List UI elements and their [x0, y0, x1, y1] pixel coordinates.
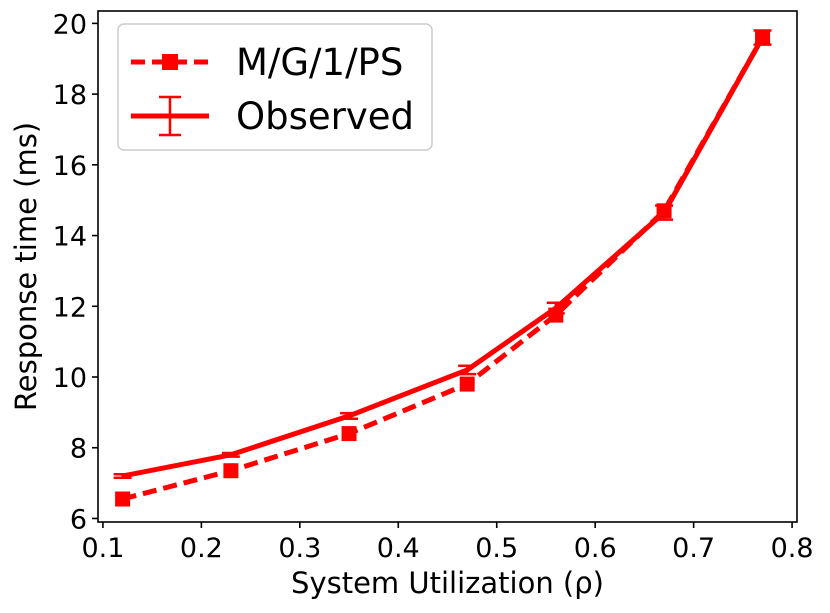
y-tick-label: 18 — [53, 80, 87, 111]
x-tick-label: 0.4 — [377, 533, 420, 564]
x-tick-label: 0.7 — [672, 533, 715, 564]
x-tick-label: 0.3 — [278, 533, 321, 564]
observed-errorbar — [113, 473, 132, 480]
mg1ps-point — [115, 491, 131, 507]
legend-entry-observed: Observed — [131, 95, 414, 138]
mg1ps-point — [459, 376, 475, 392]
x-tick-label: 0.5 — [475, 533, 518, 564]
y-tick-label: 12 — [53, 292, 87, 323]
y-tick-label: 16 — [53, 151, 87, 182]
series-layer — [113, 29, 772, 507]
mg1ps-point — [656, 203, 672, 219]
observed-errorbar — [221, 451, 240, 458]
x-tick-label: 0.2 — [180, 533, 223, 564]
mg1ps-point — [341, 426, 357, 442]
legend-entry-mg1ps: M/G/1/PS — [131, 41, 403, 84]
mg1ps-point — [755, 30, 771, 46]
y-tick-label: 10 — [53, 363, 87, 394]
mg1ps-point — [548, 307, 564, 323]
y-tick-label: 20 — [53, 9, 87, 40]
legend: M/G/1/PS Observed — [117, 23, 433, 151]
observed-errorbar — [458, 364, 477, 376]
x-tick-label: 0.8 — [771, 533, 814, 564]
plot-frame — [97, 10, 798, 523]
x-tick-label: 0.1 — [81, 533, 124, 564]
x-axis-label: System Utilization (ρ) — [291, 566, 604, 600]
mg1ps-point — [223, 463, 239, 479]
axes-layer: 0.1 0.2 0.3 0.4 0.5 0.6 0.7 0.8 6 8 10 12 14 16 18 20 Sy… — [9, 9, 814, 600]
legend-marker-square — [162, 54, 178, 70]
y-tick-label: 14 — [53, 222, 87, 253]
legend-label: Observed — [236, 95, 414, 138]
x-tick-label: 0.6 — [574, 533, 617, 564]
y-axis-label: Response time (ms) — [9, 122, 43, 411]
legend-label: M/G/1/PS — [236, 41, 403, 84]
y-tick-label: 6 — [70, 504, 87, 535]
observed-errorbar — [340, 411, 359, 420]
y-tick-label: 8 — [70, 434, 87, 465]
